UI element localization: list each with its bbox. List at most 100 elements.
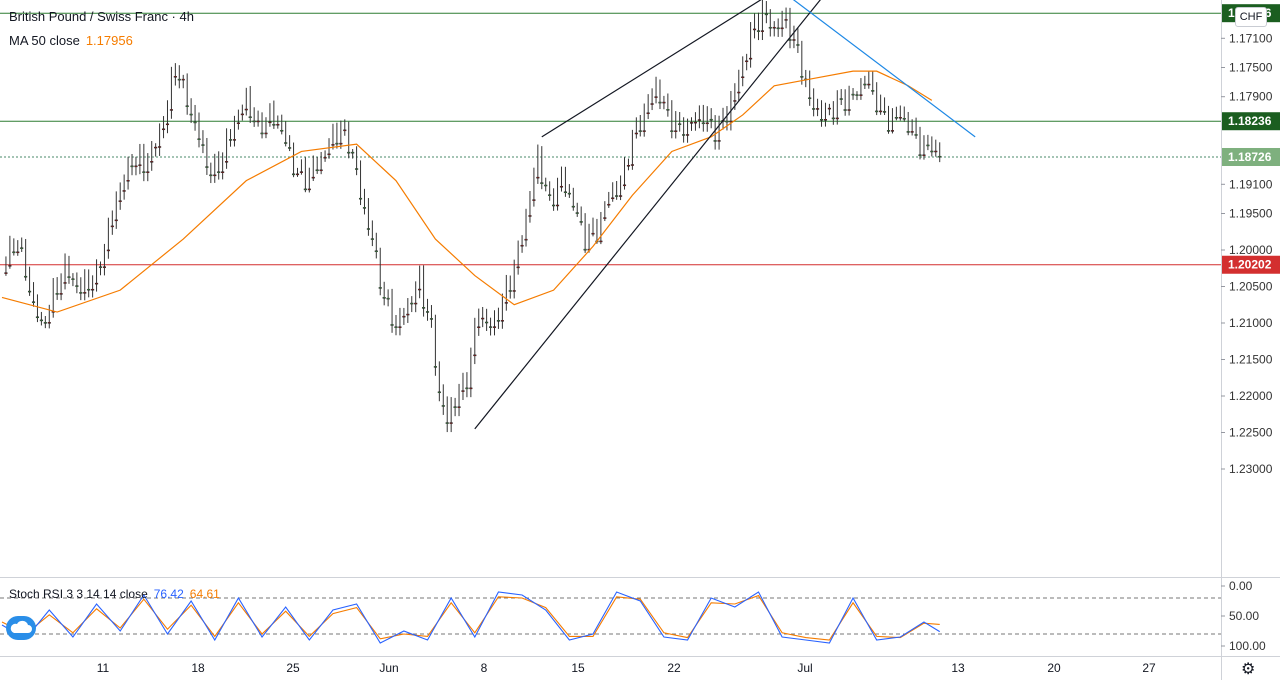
candle (512, 290, 516, 292)
candle (165, 123, 170, 126)
gear-icon[interactable]: ⚙ (1241, 661, 1256, 678)
candle (611, 197, 615, 200)
candle (670, 130, 674, 132)
candle (922, 154, 926, 156)
stoch-tick-label: 50.00 (1229, 609, 1259, 623)
candle (823, 119, 828, 121)
chart-title: British Pound / Swiss Franc · 4h (9, 9, 194, 24)
candle (91, 288, 95, 291)
candle (839, 98, 843, 100)
candle (875, 110, 879, 113)
stoch-d-line (1, 594, 940, 641)
candle (575, 212, 579, 214)
candle (784, 19, 788, 21)
candle (756, 30, 761, 32)
candle (323, 156, 327, 159)
candle (236, 122, 240, 124)
candle (485, 321, 489, 324)
uptrend-line (792, 0, 976, 138)
candle (256, 120, 260, 123)
candle (433, 366, 437, 368)
candle (461, 390, 465, 392)
candle (552, 204, 556, 207)
price-label: 1.18236 (1228, 114, 1272, 128)
x-tick-label: 22 (667, 661, 681, 675)
candle (504, 302, 508, 304)
candle (264, 132, 268, 135)
candle (55, 293, 59, 295)
candle (47, 322, 51, 324)
candle (780, 27, 784, 30)
candle (95, 282, 99, 285)
stoch-label: Stoch RSI 3 3 14 14 close (9, 587, 148, 601)
y-tick-label: 1.20000 (1229, 243, 1273, 257)
candle (154, 146, 158, 149)
candle (835, 117, 839, 120)
candle (473, 354, 477, 357)
candle (741, 76, 745, 79)
candle (705, 122, 709, 125)
candle (244, 108, 248, 111)
candle (489, 326, 493, 328)
candle (713, 140, 717, 142)
candle (197, 138, 201, 140)
y-tick-label: 1.19500 (1229, 207, 1273, 221)
candle (733, 100, 737, 102)
price-label: 1.18726 (1228, 150, 1272, 164)
candle (418, 288, 422, 291)
y-tick-label: 1.19100 (1229, 177, 1273, 191)
candle (934, 150, 938, 153)
candle (347, 151, 351, 154)
candle (75, 285, 79, 287)
candle (465, 387, 469, 390)
candle (374, 250, 378, 253)
candle (481, 317, 485, 320)
candle (567, 192, 571, 195)
candle (816, 108, 820, 110)
candle (796, 44, 800, 46)
candle (650, 103, 654, 105)
candle (138, 164, 142, 166)
candle (410, 302, 414, 305)
candle (883, 111, 887, 113)
candle (232, 139, 237, 141)
candle (457, 406, 461, 408)
candle (161, 128, 166, 131)
stoch-k-line (1, 591, 941, 644)
candle (114, 219, 118, 222)
candle (528, 215, 532, 217)
candle (622, 184, 627, 187)
candle (87, 288, 91, 291)
candle (414, 302, 418, 305)
candle (646, 112, 650, 115)
candle (366, 228, 370, 230)
candle (914, 134, 918, 136)
candle (855, 94, 859, 96)
candle (248, 116, 252, 119)
x-tick-label: 8 (481, 661, 488, 675)
candle (812, 108, 816, 110)
candle (544, 184, 548, 187)
candle (619, 195, 623, 197)
candle (39, 319, 43, 322)
candle (181, 78, 185, 81)
candle (43, 322, 47, 324)
candle (776, 27, 780, 30)
candle (800, 76, 804, 78)
currency-button[interactable]: CHF (1235, 7, 1267, 27)
candle (24, 275, 28, 278)
candle (378, 287, 382, 289)
candle (307, 188, 311, 191)
candle (406, 313, 410, 316)
candle (871, 90, 875, 92)
candle (930, 150, 934, 153)
ma-legend: MA 50 close 1.17956 (9, 33, 133, 48)
candle (98, 266, 103, 268)
tradingview-logo-icon[interactable] (6, 616, 36, 640)
x-tick-label: 25 (286, 661, 300, 675)
candle (260, 132, 264, 135)
candle (351, 151, 355, 154)
candle (583, 248, 587, 251)
